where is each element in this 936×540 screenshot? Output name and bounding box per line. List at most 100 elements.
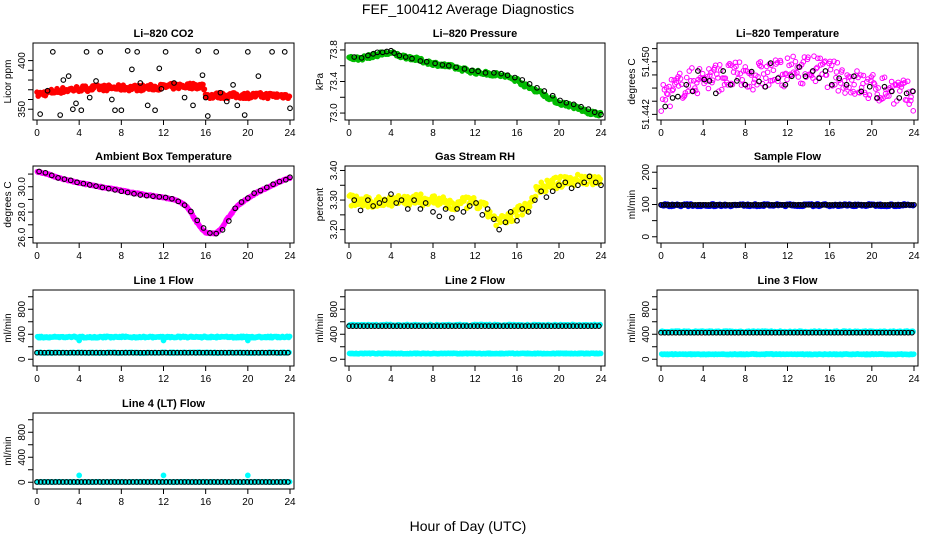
- data-point: [269, 48, 275, 55]
- data-point: [230, 82, 236, 88]
- x-tick-label: 0: [34, 251, 40, 262]
- data-point: [514, 213, 520, 219]
- data-point: [711, 65, 718, 71]
- data-point: [351, 54, 358, 60]
- data-points: [346, 171, 604, 233]
- data-point: [908, 97, 914, 104]
- data-point: [423, 58, 430, 65]
- data-point: [720, 68, 727, 74]
- data-point: [460, 209, 467, 215]
- data-point: [836, 77, 842, 84]
- x-tick-label: 12: [469, 374, 481, 385]
- data-point: [866, 83, 873, 90]
- panel-title: Line 3 Flow: [758, 275, 818, 287]
- panel-title: Line 4 (LT) Flow: [122, 398, 205, 410]
- x-tick-label: 20: [553, 128, 565, 139]
- data-point: [683, 74, 690, 81]
- data-point: [662, 97, 669, 103]
- data-point: [767, 77, 774, 84]
- data-point: [181, 94, 188, 101]
- data-point: [597, 350, 604, 357]
- data-point: [857, 72, 864, 78]
- data-point: [479, 212, 486, 218]
- x-tick-label: 20: [242, 128, 254, 139]
- y-axis-label: ml/min: [627, 313, 638, 342]
- y-tick-label: 51.442: [641, 99, 652, 130]
- x-tick-label: 8: [119, 374, 125, 385]
- data-point: [837, 80, 844, 86]
- y-axis-label: ml/min: [3, 436, 14, 465]
- data-point: [762, 83, 769, 90]
- data-point: [695, 68, 701, 74]
- data-point: [37, 111, 44, 117]
- panel-title: Line 1 Flow: [134, 275, 194, 287]
- data-point: [902, 79, 908, 86]
- x-tick-label: 24: [284, 374, 296, 385]
- x-tick-label: 16: [824, 128, 836, 139]
- data-point: [287, 105, 293, 112]
- data-point: [675, 93, 681, 100]
- x-tick-label: 12: [782, 374, 794, 385]
- data-point: [665, 91, 671, 98]
- data-point: [83, 48, 90, 55]
- data-point: [681, 92, 688, 99]
- data-point: [694, 90, 701, 97]
- data-point: [705, 85, 712, 92]
- data-point: [874, 91, 881, 98]
- data-point: [404, 206, 411, 212]
- y-tick-label: 0: [17, 479, 28, 485]
- data-points: [346, 47, 604, 119]
- data-point: [357, 207, 364, 214]
- data-point: [750, 86, 756, 93]
- panel-3: Li–820 Temperature 0 4 8 12 16 20 24 51.442 51.45…: [627, 28, 920, 139]
- figure-title: FEF_100412 Average Diagnostics: [362, 1, 574, 17]
- x-tick-label: 4: [388, 374, 394, 385]
- panel-title: Line 2 Flow: [445, 275, 505, 287]
- data-point: [286, 333, 293, 340]
- data-point: [496, 226, 503, 233]
- data-point: [365, 52, 371, 59]
- data-point: [828, 81, 835, 88]
- data-point: [543, 194, 550, 200]
- x-tick-label: 8: [430, 251, 436, 262]
- y-tick-label: 3.20: [329, 219, 340, 239]
- data-point: [549, 92, 556, 99]
- data-point: [833, 69, 840, 75]
- data-point: [782, 71, 788, 78]
- data-point: [118, 107, 125, 114]
- x-tick-label: 12: [158, 374, 170, 385]
- y-tick-label: 100: [641, 196, 652, 213]
- x-tick-label: 16: [200, 128, 212, 139]
- data-point: [417, 58, 424, 64]
- data-point: [57, 112, 64, 118]
- data-point: [737, 70, 744, 77]
- x-tick-label: 12: [158, 497, 170, 508]
- x-tick-label: 0: [34, 497, 40, 508]
- data-point: [713, 71, 720, 78]
- data-point: [812, 78, 819, 85]
- data-point: [108, 96, 115, 103]
- data-point: [773, 61, 779, 67]
- panel-title: Li–820 CO2: [134, 28, 194, 40]
- data-point: [796, 64, 802, 70]
- data-point: [816, 75, 822, 82]
- x-tick-label: 4: [700, 374, 706, 385]
- data-point: [779, 71, 786, 78]
- x-tick-label: 24: [595, 374, 607, 385]
- data-point: [767, 60, 774, 66]
- data-point: [286, 93, 293, 100]
- data-point: [469, 67, 475, 74]
- data-point: [445, 62, 452, 69]
- y-axis-label: percent: [315, 188, 326, 222]
- x-tick-label: 8: [119, 251, 125, 262]
- data-point: [557, 97, 563, 104]
- data-point: [483, 200, 489, 207]
- data-point: [712, 90, 719, 97]
- y-tick-label: 0: [641, 234, 652, 240]
- data-points: [34, 472, 293, 485]
- data-point: [834, 59, 841, 66]
- data-points: [34, 168, 293, 237]
